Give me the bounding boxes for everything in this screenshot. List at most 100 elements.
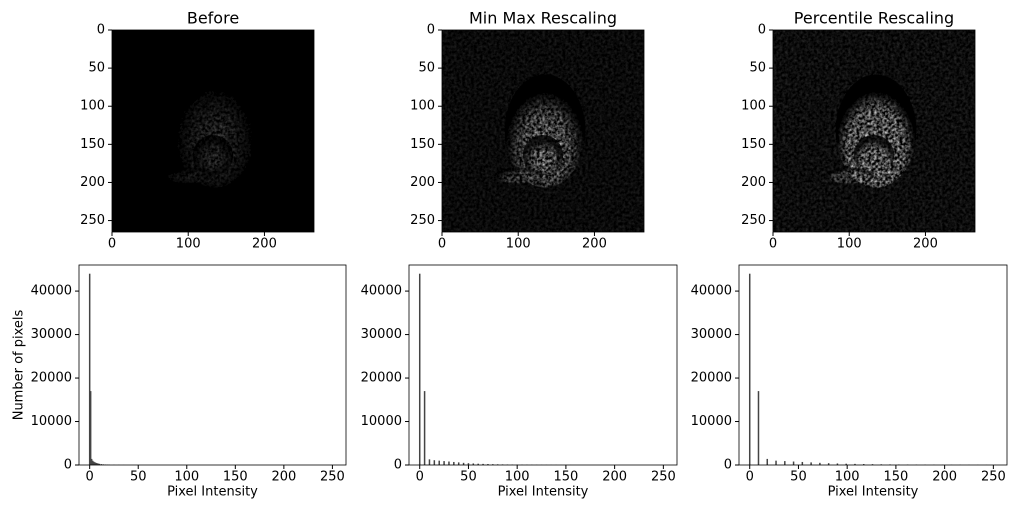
x-tick-label: 0 [746, 470, 754, 485]
histogram-bar [100, 464, 103, 465]
x-tick-label: 200 [913, 237, 938, 252]
panel-title: Before [187, 9, 239, 28]
histogram-bar [871, 464, 874, 465]
y-tick-label: 40000 [361, 284, 402, 299]
axes-frame [772, 29, 976, 233]
x-tick-label: 100 [176, 237, 201, 252]
histogram-bar [457, 462, 460, 465]
y-tick-label: 30000 [691, 327, 732, 342]
y-tick-label: 0 [758, 23, 766, 38]
x-tick-label: 150 [883, 470, 908, 485]
cell-bright [192, 135, 234, 176]
y-tick-label: 40000 [31, 284, 72, 299]
y-tick-label: 30000 [361, 327, 402, 342]
cell-bright [853, 135, 895, 176]
x-tick-label: 100 [506, 237, 531, 252]
histogram-bar [854, 463, 856, 465]
plot-area [79, 265, 346, 465]
x-tick-label: 250 [320, 470, 345, 485]
axes-frame [78, 264, 347, 466]
y-tick-label: 150 [410, 137, 435, 152]
x-tick-label: 0 [769, 237, 777, 252]
axes-frame [738, 264, 1008, 466]
histogram-bar [423, 391, 426, 465]
x-axis-label: Pixel Intensity [828, 485, 919, 500]
histogram-bar [801, 461, 804, 465]
x-tick-label: 150 [223, 470, 248, 485]
histogram-bar [438, 460, 440, 465]
x-tick-label: 250 [651, 470, 676, 485]
histogram-bar [96, 463, 99, 465]
x-tick-label: 0 [438, 237, 446, 252]
y-tick-label: 150 [80, 137, 105, 152]
histogram-bar [95, 463, 98, 465]
y-tick-label: 40000 [691, 284, 732, 299]
histogram-bar [90, 458, 93, 465]
histogram-bar [492, 464, 494, 465]
y-axis-label: Number of pixels [12, 309, 27, 420]
y-tick-label: 50 [418, 61, 435, 76]
plot-area [409, 265, 677, 465]
histogram-bar [748, 273, 751, 465]
x-axis-label: Pixel Intensity [167, 485, 258, 500]
x-tick-label: 250 [981, 470, 1006, 485]
histogram-bar [453, 461, 455, 465]
histogram-bar [448, 461, 450, 465]
histogram-bar [443, 461, 445, 465]
y-tick-label: 10000 [691, 414, 732, 429]
image-content [112, 30, 314, 232]
x-tick-label: 100 [835, 470, 860, 485]
histogram-bar [862, 464, 865, 465]
image-content [773, 30, 975, 232]
y-tick-label: 20000 [31, 371, 72, 386]
cell-tail [825, 167, 874, 184]
histogram-bar [418, 273, 421, 465]
cell-bright [522, 135, 564, 176]
cell-tail [164, 167, 213, 184]
y-tick-label: 20000 [361, 371, 402, 386]
x-tick-label: 200 [252, 237, 277, 252]
histogram-bar [487, 464, 489, 465]
histogram-bar [89, 391, 92, 465]
y-tick-label: 0 [64, 458, 72, 473]
y-tick-label: 200 [80, 175, 105, 190]
panel-title: Min Max Rescaling [469, 9, 617, 28]
y-tick-label: 150 [741, 137, 766, 152]
x-tick-label: 50 [790, 470, 807, 485]
y-tick-label: 0 [97, 23, 105, 38]
histogram-bar [757, 391, 760, 465]
x-axis-label: Pixel Intensity [498, 485, 589, 500]
histogram-bar [91, 460, 94, 465]
x-tick-label: 0 [416, 470, 424, 485]
x-tick-label: 100 [174, 470, 199, 485]
histogram-bar [827, 463, 830, 465]
histogram-bar [88, 273, 91, 465]
y-tick-label: 50 [88, 61, 105, 76]
x-tick-label: 200 [582, 237, 607, 252]
histogram-bar [433, 460, 436, 465]
y-tick-label: 200 [741, 175, 766, 190]
histogram-bar [92, 461, 95, 465]
histogram-bar [766, 458, 769, 465]
y-tick-label: 10000 [31, 414, 72, 429]
histogram-bar [792, 461, 795, 465]
histogram-bar [836, 463, 839, 465]
y-tick-label: 0 [724, 458, 732, 473]
y-tick-label: 200 [410, 175, 435, 190]
y-tick-label: 30000 [31, 327, 72, 342]
y-tick-label: 0 [427, 23, 435, 38]
axes-frame [408, 264, 678, 466]
histogram-bar [97, 463, 100, 465]
x-tick-label: 0 [108, 237, 116, 252]
histogram-bar [845, 463, 847, 465]
plot-area [739, 265, 1007, 465]
x-tick-label: 0 [86, 470, 94, 485]
histogram-bar [428, 459, 431, 465]
axes-frame [111, 29, 315, 233]
histogram-bar [98, 463, 101, 465]
histogram-bar [477, 463, 479, 465]
image-content [442, 30, 644, 232]
histogram-bar [462, 462, 465, 465]
axes-frame [441, 29, 645, 233]
